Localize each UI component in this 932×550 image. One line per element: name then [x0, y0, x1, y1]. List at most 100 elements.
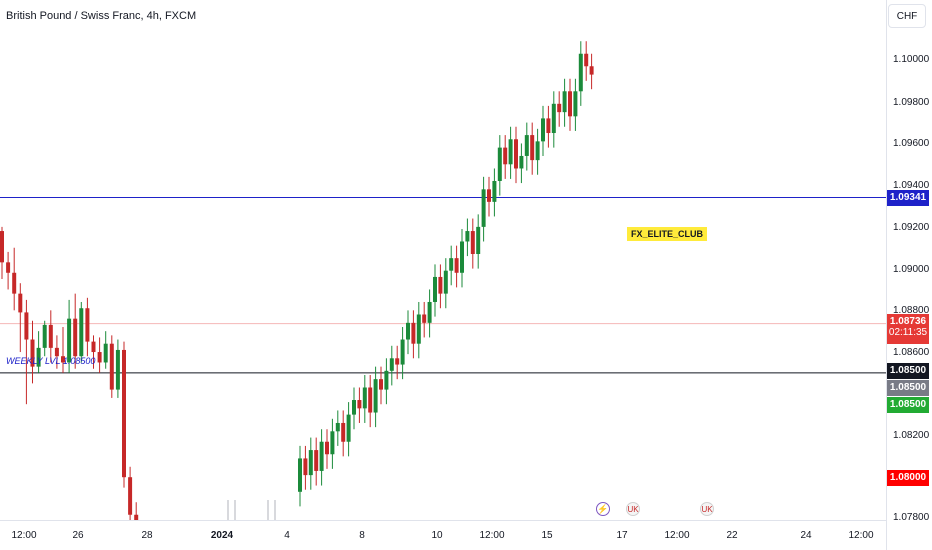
- candle-body: [551, 103, 556, 134]
- time-tick: 2024: [210, 530, 234, 541]
- weekly-level-price-label: 1.09341: [887, 190, 929, 206]
- time-tick: 28: [141, 530, 153, 541]
- candle-body: [18, 293, 23, 313]
- candlestick-plot[interactable]: [0, 0, 886, 520]
- candle-body: [449, 258, 454, 271]
- candle-body: [400, 339, 405, 365]
- line-price-label-green: 1.08500: [887, 397, 929, 413]
- candle-body: [341, 422, 346, 442]
- candle-body: [6, 262, 11, 273]
- candle-body: [319, 441, 324, 471]
- candle-body: [481, 189, 486, 227]
- flash-icon[interactable]: ⚡: [596, 502, 610, 516]
- watermark-label: FX_ELITE_CLUB: [627, 227, 708, 241]
- line-price-label-gray: 1.08500: [887, 380, 929, 396]
- candle-body: [492, 180, 497, 202]
- candle-body: [406, 322, 410, 340]
- time-tick: 22: [726, 530, 738, 541]
- candle-body: [454, 258, 459, 273]
- candle-body: [97, 352, 102, 363]
- candle-body: [352, 400, 356, 415]
- candle-body: [362, 387, 367, 409]
- weekly-level-label: WEEKLY LVL 1.08500: [6, 356, 96, 366]
- candle-body: [568, 91, 572, 117]
- candle-body: [557, 103, 562, 113]
- currency-button[interactable]: CHF: [888, 4, 926, 28]
- candle-body: [42, 324, 47, 348]
- candle-body: [535, 141, 540, 161]
- candle-body: [128, 477, 133, 515]
- candle-body: [546, 118, 551, 134]
- price-tick: 1.09600: [893, 138, 930, 149]
- time-tick: 12:00: [11, 530, 37, 541]
- candle-body: [433, 276, 437, 302]
- candle-body: [109, 343, 114, 390]
- candle-body: [67, 318, 72, 363]
- candle-body: [578, 53, 583, 92]
- price-tick: 1.08200: [893, 430, 930, 441]
- candle-body: [524, 135, 529, 156]
- candle-body: [487, 189, 491, 202]
- candle-body: [584, 53, 589, 67]
- candle-body: [389, 358, 394, 371]
- candle-body: [91, 341, 96, 353]
- candle-body: [508, 139, 513, 165]
- candle-body: [79, 308, 84, 357]
- red-price-label: 1.08000: [887, 470, 929, 486]
- uk-flag-icon[interactable]: UK: [626, 502, 640, 516]
- candle-body: [73, 318, 78, 357]
- candle-body: [416, 314, 421, 344]
- candle-body: [54, 347, 59, 357]
- price-tick: 1.10000: [893, 54, 930, 65]
- candle-body: [589, 66, 594, 75]
- candle-body: [24, 312, 29, 340]
- candle-body: [85, 308, 90, 342]
- time-tick: 8: [359, 530, 365, 541]
- time-tick: 24: [800, 530, 812, 541]
- candle-body: [12, 272, 17, 294]
- candle-body: [314, 450, 319, 471]
- candle-body: [134, 514, 139, 520]
- candle-body: [335, 422, 340, 432]
- candle-body: [530, 135, 535, 161]
- candle-body: [373, 379, 378, 413]
- price-tick: 1.08600: [893, 347, 930, 358]
- candle-body: [379, 379, 383, 390]
- candle-body: [395, 358, 400, 365]
- candle-body: [325, 441, 329, 455]
- line-price-label-black: 1.08500: [887, 363, 929, 379]
- candle-body: [346, 414, 351, 442]
- candle-body: [298, 458, 302, 492]
- candle-body: [541, 118, 545, 142]
- candle-body: [368, 387, 373, 413]
- candle-body: [411, 322, 416, 344]
- candle-body: [115, 349, 120, 390]
- symbol-title: British Pound / Swiss Franc, 4h, FXCM: [6, 10, 197, 22]
- candle-body: [48, 324, 53, 348]
- candle-body: [308, 450, 313, 476]
- candle-body: [514, 139, 518, 169]
- candle-body: [384, 370, 389, 390]
- time-tick: 10: [431, 530, 443, 541]
- uk-flag-icon[interactable]: UK: [700, 502, 714, 516]
- current-price-badge: 1.08736 02:11:35: [887, 314, 929, 344]
- time-tick: 12:00: [664, 530, 690, 541]
- price-tick: 1.09800: [893, 97, 930, 108]
- candle-body: [103, 343, 108, 363]
- candle-body: [460, 241, 464, 273]
- time-tick: 12:00: [479, 530, 505, 541]
- time-axis-line: [0, 520, 886, 521]
- candle-body: [330, 431, 335, 455]
- candle-body: [357, 400, 362, 409]
- time-tick: 4: [284, 530, 290, 541]
- candle-body: [122, 349, 126, 478]
- candle-body: [562, 91, 567, 113]
- current-price-value: 1.08736: [889, 316, 927, 327]
- candle-body: [519, 155, 524, 169]
- time-tick: 26: [72, 530, 84, 541]
- price-tick: 1.07800: [893, 512, 930, 523]
- candle-body: [476, 226, 481, 254]
- candle-body: [497, 147, 502, 181]
- price-tick: 1.09400: [893, 180, 930, 191]
